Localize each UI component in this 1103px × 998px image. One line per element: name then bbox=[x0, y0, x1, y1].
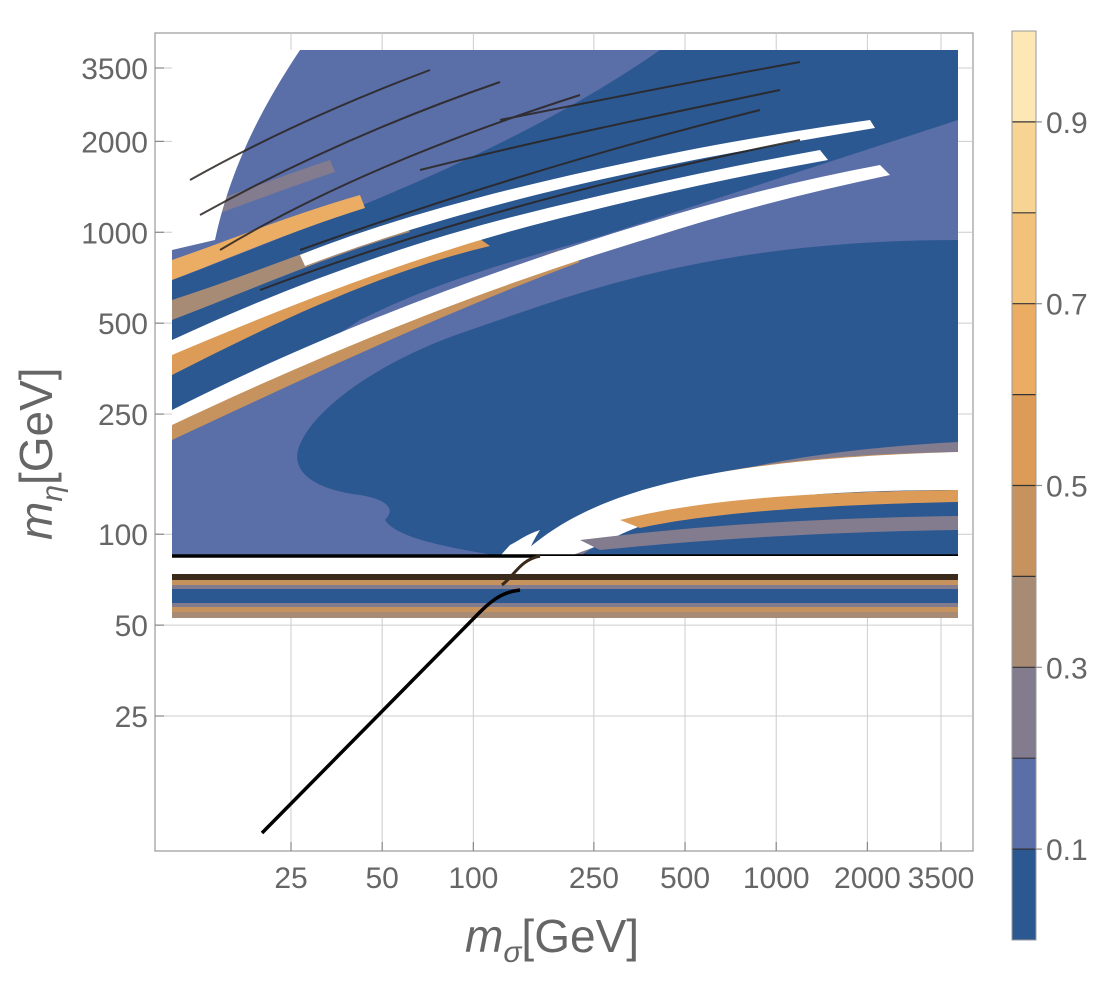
colorbar-tick-label: 0.9 bbox=[1046, 107, 1088, 140]
contour-band-lower-right-3 bbox=[620, 490, 958, 528]
y-tick-label: 50 bbox=[115, 610, 148, 643]
colorbar-tick-label: 0.5 bbox=[1046, 471, 1088, 504]
x-tick-label: 500 bbox=[660, 862, 710, 895]
contour-gap-diagonal-2 bbox=[172, 150, 828, 355]
contour-gap-diagonal-3 bbox=[300, 120, 875, 266]
x-axis-title-main: m bbox=[465, 910, 503, 962]
x-tick-label: 1000 bbox=[743, 862, 810, 895]
resonance-band-6 bbox=[172, 607, 958, 612]
y-tick-label: 2000 bbox=[81, 126, 148, 159]
x-tick-label: 2000 bbox=[834, 862, 901, 895]
y-tick-label: 500 bbox=[98, 308, 148, 341]
colorbar-tick-label: 0.3 bbox=[1046, 652, 1088, 685]
oscillation-band-1 bbox=[219, 94, 581, 251]
x-tick-label: 3500 bbox=[908, 862, 975, 895]
resonance-crossing bbox=[501, 554, 541, 587]
y-axis-title-sub: η bbox=[36, 485, 69, 502]
resonance-band-7 bbox=[172, 612, 958, 618]
diagonal-line bbox=[260, 588, 521, 835]
y-axis-title-main: m bbox=[10, 502, 62, 540]
resonance-band-1 bbox=[172, 574, 958, 580]
y-axis-title: mη[GeV] bbox=[10, 367, 69, 540]
colorbar-swatch bbox=[1012, 849, 1036, 940]
colorbar-swatch bbox=[1012, 667, 1036, 759]
colorbar-swatch bbox=[1012, 31, 1036, 122]
contour-gap-lower-right bbox=[520, 452, 958, 556]
oscillation-band-5 bbox=[259, 139, 801, 291]
contour-band-orange-4 bbox=[172, 195, 365, 280]
x-tick-label: 250 bbox=[569, 862, 619, 895]
x-tick-label: 100 bbox=[448, 862, 498, 895]
x-axis-title-sub: σ bbox=[503, 936, 523, 969]
contour-fill bbox=[172, 50, 958, 618]
y-tick-label: 1000 bbox=[81, 217, 148, 250]
colorbar-swatch bbox=[1012, 485, 1036, 577]
x-tick-label: 50 bbox=[365, 862, 398, 895]
contour-band-lower-right-4 bbox=[580, 516, 958, 550]
y-tick-label: 100 bbox=[98, 519, 148, 552]
y-axis-title-unit: [GeV] bbox=[10, 367, 62, 485]
contour-gap-diagonal-1 bbox=[172, 165, 890, 425]
oscillation-band-4 bbox=[299, 109, 761, 251]
resonance-bands bbox=[172, 554, 958, 618]
resonance-band-3 bbox=[172, 585, 958, 589]
colorbar-swatch bbox=[1012, 758, 1036, 850]
oscillation-band-3 bbox=[189, 69, 431, 181]
contour-gap-upper-left bbox=[172, 50, 300, 250]
x-axis-ticks: 25 50 100 250 500 1000 2000 3500 bbox=[274, 842, 974, 895]
resonance-gap-left bbox=[172, 558, 502, 574]
colorbar-swatch bbox=[1012, 576, 1036, 668]
colorbar-tick-label: 0.7 bbox=[1046, 289, 1088, 322]
oscillation-band-7 bbox=[499, 61, 801, 121]
resonance-band-5 bbox=[172, 603, 958, 607]
y-tick-label: 3500 bbox=[81, 53, 148, 86]
contour-band-orange-2 bbox=[172, 232, 490, 375]
colorbar-swatch bbox=[1012, 394, 1036, 486]
x-axis-title: mσ[GeV] bbox=[465, 910, 639, 969]
y-tick-label: 25 bbox=[115, 701, 148, 734]
contour-region-strip bbox=[172, 120, 958, 556]
resonance-band-2 bbox=[172, 580, 958, 585]
colorbar: 0.1 0.3 0.5 0.7 0.9 bbox=[1011, 30, 1088, 941]
oscillation-bands bbox=[189, 61, 801, 291]
colorbar-tick-label: 0.1 bbox=[1046, 834, 1088, 867]
resonance-gap-lower bbox=[540, 556, 958, 574]
x-tick-label: 25 bbox=[274, 862, 307, 895]
contour-band-orange-1 bbox=[172, 250, 580, 440]
oscillation-band-6 bbox=[419, 89, 781, 171]
y-axis-ticks: 25 50 100 250 500 1000 2000 3500 bbox=[81, 53, 164, 734]
x-axis-title-unit: [GeV] bbox=[521, 910, 639, 962]
colorbar-swatch bbox=[1012, 121, 1036, 213]
colorbar-swatch bbox=[1012, 303, 1036, 395]
resonance-band-4 bbox=[172, 589, 958, 603]
y-tick-label: 250 bbox=[98, 399, 148, 432]
colorbar-swatch bbox=[1012, 212, 1036, 304]
oscillation-band-2 bbox=[199, 81, 501, 216]
